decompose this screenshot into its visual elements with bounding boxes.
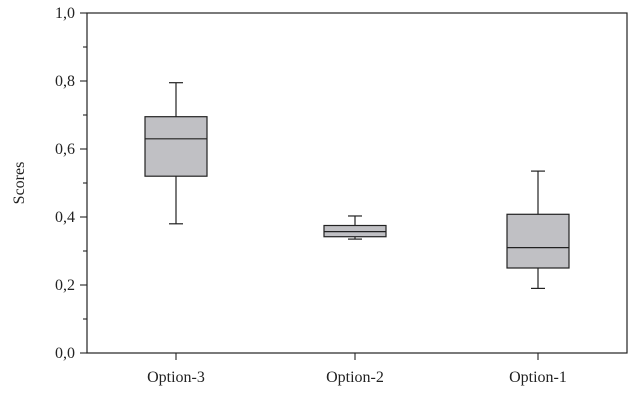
box-option-3 (144, 82, 208, 225)
x-category-label: Option-1 (509, 369, 567, 386)
plot-area-frame (86, 12, 628, 354)
y-tick-label: 1,0 (55, 5, 75, 22)
box-series (144, 82, 570, 289)
y-axis: 0,0 0,2 0,4 0,6 0,8 1,0 (55, 5, 87, 362)
y-tick-label: 0,6 (55, 141, 75, 158)
x-axis: Option-3 Option-2 Option-1 (147, 353, 567, 386)
x-category-label: Option-3 (147, 369, 205, 386)
y-tick-label: 0,8 (55, 73, 75, 90)
iqr-box (506, 213, 570, 269)
box-option-1 (506, 170, 570, 289)
x-category-label: Option-2 (326, 369, 384, 386)
y-tick-label: 0,0 (55, 345, 75, 362)
y-tick-label: 0,2 (55, 277, 75, 294)
box-option-2 (323, 215, 387, 240)
y-tick-label: 0,4 (55, 209, 75, 226)
y-axis-title: Scores (11, 162, 28, 205)
iqr-box (144, 116, 208, 177)
